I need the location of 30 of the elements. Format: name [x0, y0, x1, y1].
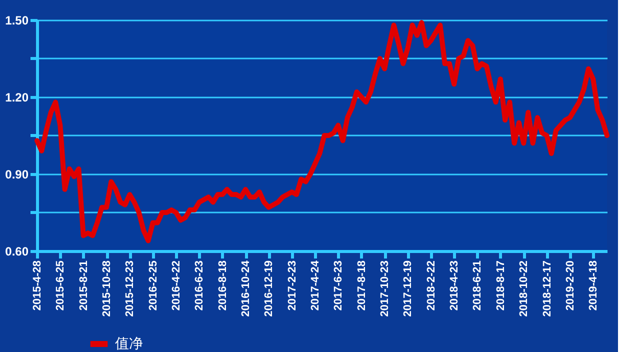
legend-label: 值净: [115, 335, 143, 351]
x-tick-label: 2017-8-18: [356, 260, 368, 311]
x-tick-label: 2019-4-18: [588, 260, 600, 311]
x-tick-label: 2018-12-17: [541, 260, 554, 317]
x-tick-label: 2015-8-21: [78, 260, 90, 311]
x-tick-label: 2017-12-19: [402, 260, 414, 317]
x-tick-label: 2016-8-18: [216, 260, 229, 311]
x-tick-label: 2016-10-24: [240, 260, 252, 317]
x-tick-label: 2016-4-22: [170, 260, 183, 311]
y-tick-label: 0.90: [5, 168, 29, 182]
x-tick-label: 2016-6-23: [194, 260, 206, 311]
x-tick-label: 2018-4-23: [448, 260, 461, 311]
x-tick-label: 2015-10-28: [101, 260, 114, 317]
x-tick-label: 2015-4-28: [32, 260, 44, 311]
x-tick-label: 2015-12-23: [124, 260, 136, 317]
x-tick-label: 2016-12-19: [263, 260, 276, 317]
x-tick-label: 2017-10-23: [379, 260, 392, 317]
y-tick-label: 1.20: [5, 90, 29, 104]
x-tick-label: 2016-2-25: [147, 260, 160, 311]
x-tick-label: 2017-4-24: [310, 260, 322, 311]
x-tick-label: 2018-6-21: [472, 260, 484, 311]
y-tick-label: 0.60: [5, 244, 29, 258]
x-tick-label: 2018-10-22: [518, 260, 530, 317]
x-tick-label: 2018-2-22: [425, 260, 438, 311]
x-tick-label: 2017-6-23: [332, 260, 345, 311]
x-tick-label: 2015-6-25: [54, 260, 67, 311]
y-tick-label: 1.50: [5, 14, 29, 28]
x-tick-label: 2017-2-23: [286, 260, 298, 311]
x-tick-label: 2019-2-20: [564, 260, 576, 311]
x-tick-label: 2018-8-17: [494, 260, 507, 311]
